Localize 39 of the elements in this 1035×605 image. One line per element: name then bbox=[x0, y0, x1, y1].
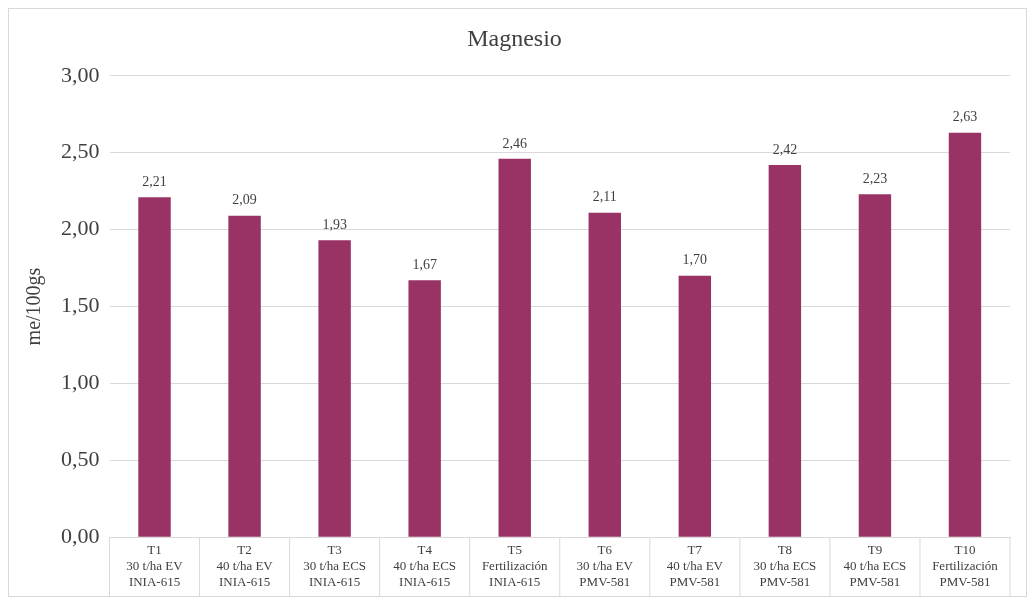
y-tick-label: 1,50 bbox=[61, 292, 100, 318]
x-tick-label: T1 30 t/ha EV INIA-615 bbox=[126, 542, 184, 589]
y-tick-label: 0,00 bbox=[61, 522, 100, 548]
data-label: 2,63 bbox=[952, 109, 978, 125]
data-label: 2,42 bbox=[772, 141, 798, 157]
bar bbox=[678, 275, 712, 537]
bar bbox=[858, 194, 892, 537]
bar bbox=[228, 215, 261, 537]
x-tick-label: T10 Fertilización PMV-581 bbox=[932, 542, 999, 589]
x-tick-label: T2 40 t/ha EV INIA-615 bbox=[216, 542, 274, 589]
bar bbox=[318, 240, 351, 537]
x-tick-label: T3 30 t/ha ECS INIA-615 bbox=[303, 542, 367, 589]
x-tick-label: T5 Fertilización INIA-615 bbox=[481, 542, 549, 589]
data-label: 2,09 bbox=[232, 192, 257, 208]
bar bbox=[138, 197, 171, 537]
y-axis-title: me/100gs bbox=[22, 267, 46, 346]
x-tick-label: T9 40 t/ha ECS PMV-581 bbox=[843, 542, 907, 589]
data-label: 2,46 bbox=[502, 135, 527, 151]
y-tick-label: 2,50 bbox=[61, 138, 100, 164]
x-tick-label: T6 30 t/ha EV PMV-581 bbox=[576, 542, 634, 589]
data-label: 2,11 bbox=[592, 189, 617, 205]
bar bbox=[498, 158, 531, 537]
bar bbox=[588, 212, 621, 537]
data-label: 2,23 bbox=[862, 170, 888, 186]
y-tick-label: 2,00 bbox=[61, 215, 100, 241]
bar bbox=[948, 132, 982, 537]
chart-title: Magnesio bbox=[467, 24, 562, 51]
bar bbox=[408, 280, 441, 537]
data-label: 1,93 bbox=[322, 217, 347, 233]
x-tick-label: T8 30 t/ha ECS PMV-581 bbox=[753, 542, 817, 589]
x-tick-label: T7 40 t/ha EV PMV-581 bbox=[666, 542, 724, 589]
bar bbox=[768, 165, 802, 537]
y-tick-label: 1,00 bbox=[61, 369, 100, 395]
data-label: 2,21 bbox=[142, 173, 167, 189]
data-label: 1,70 bbox=[682, 252, 708, 268]
data-label: 1,67 bbox=[412, 257, 437, 273]
y-tick-label: 0,50 bbox=[61, 446, 100, 472]
y-tick-label: 3,00 bbox=[61, 61, 100, 87]
x-tick-label: T4 40 t/ha ECS INIA-615 bbox=[393, 542, 457, 589]
